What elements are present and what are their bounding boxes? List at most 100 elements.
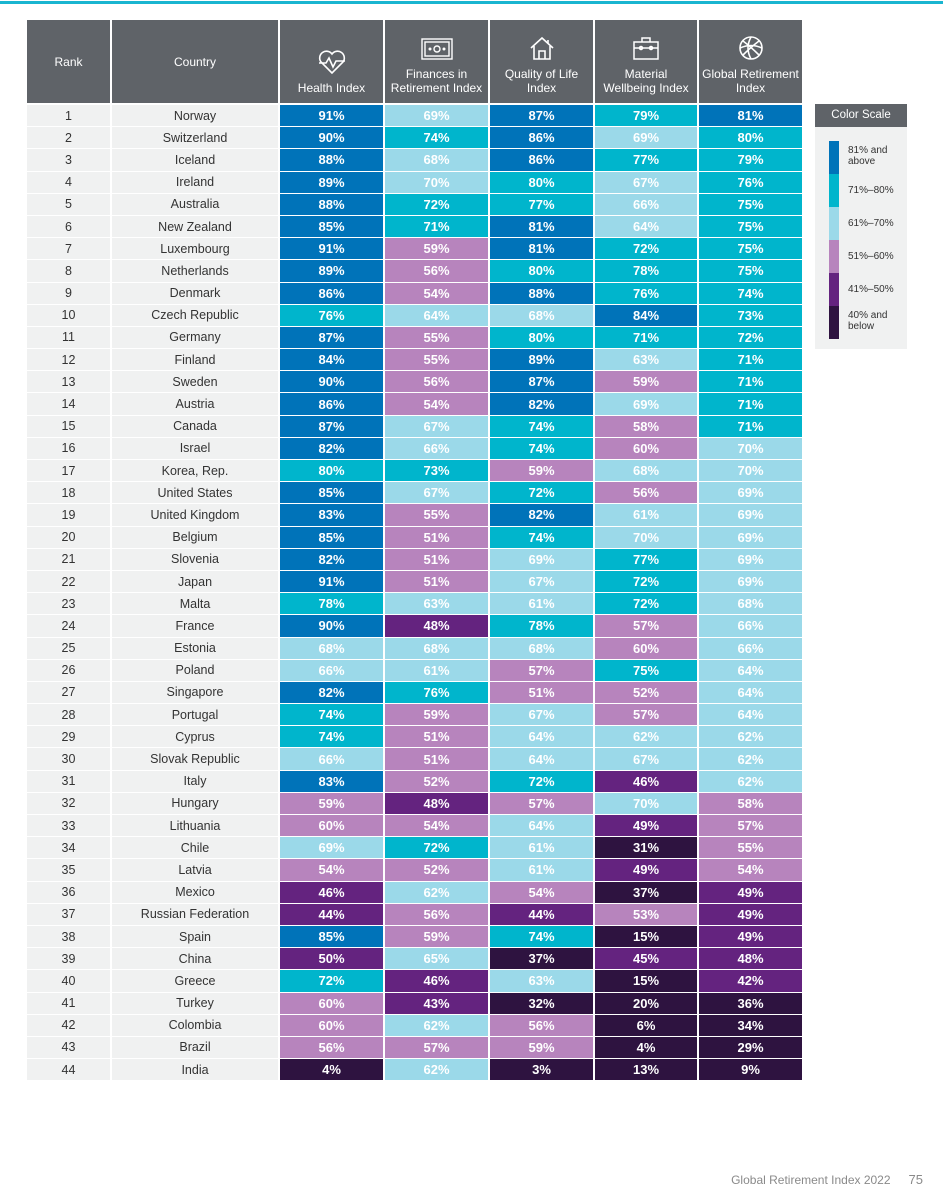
finances-cell: 70%	[383, 170, 490, 194]
global-index-cell: 75%	[697, 237, 804, 261]
finances-cell: 64%	[383, 303, 490, 327]
health-cell: 88%	[278, 148, 385, 172]
country-cell: Brazil	[110, 1035, 280, 1060]
legend-swatch	[829, 174, 839, 207]
country-cell: Cyprus	[110, 725, 280, 749]
table-row: 7 Luxembourg 91% 59% 81% 72% 75%	[25, 237, 804, 261]
country-cell: China	[110, 947, 280, 971]
global-index-cell: 62%	[697, 769, 804, 793]
quality-of-life-cell: 67%	[488, 569, 595, 594]
quality-of-life-cell: 32%	[488, 991, 595, 1015]
global-index-cell: 64%	[697, 680, 804, 705]
table-row: 30 Slovak Republic 66% 51% 64% 67% 62%	[25, 747, 804, 771]
rank-cell: 3	[25, 148, 112, 172]
rank-cell: 1	[25, 103, 112, 128]
legend-item: 61%–70%	[829, 207, 909, 240]
table-row: 23 Malta 78% 63% 61% 72% 68%	[25, 592, 804, 616]
finances-cell: 51%	[383, 569, 490, 594]
country-cell: Netherlands	[110, 259, 280, 283]
rank-cell: 9	[25, 281, 112, 305]
rank-cell: 35	[25, 858, 112, 882]
rank-cell: 17	[25, 458, 112, 483]
rank-cell: 24	[25, 614, 112, 638]
health-cell: 74%	[278, 703, 385, 727]
table-row: 21 Slovenia 82% 51% 69% 77% 69%	[25, 547, 804, 571]
finances-cell: 59%	[383, 924, 490, 949]
legend-item: 71%–80%	[829, 174, 909, 207]
table-row: 25 Estonia 68% 68% 68% 60% 66%	[25, 636, 804, 660]
rank-cell: 6	[25, 214, 112, 239]
legend-swatch	[829, 207, 839, 240]
finances-cell: 66%	[383, 436, 490, 461]
material-wellbeing-cell: 52%	[593, 680, 699, 705]
country-cell: Ireland	[110, 170, 280, 194]
material-wellbeing-cell: 60%	[593, 636, 699, 660]
health-cell: 72%	[278, 969, 385, 993]
footer-title: Global Retirement Index 2022	[731, 1173, 891, 1187]
table-row: 33 Lithuania 60% 54% 64% 49% 57%	[25, 813, 804, 838]
quality-of-life-cell: 69%	[488, 547, 595, 571]
rank-cell: 4	[25, 170, 112, 194]
material-wellbeing-cell: 15%	[593, 969, 699, 993]
quality-of-life-cell: 72%	[488, 481, 595, 505]
table-row: 42 Colombia 60% 62% 56% 6% 34%	[25, 1013, 804, 1037]
legend-title: Color Scale	[815, 104, 907, 127]
rank-cell: 10	[25, 303, 112, 327]
rank-cell: 27	[25, 680, 112, 705]
header-rank: Rank	[25, 20, 112, 105]
finances-cell: 61%	[383, 658, 490, 682]
table-row: 8 Netherlands 89% 56% 80% 78% 75%	[25, 259, 804, 283]
table-row: 35 Latvia 54% 52% 61% 49% 54%	[25, 858, 804, 882]
rank-cell: 42	[25, 1013, 112, 1037]
table-row: 37 Russian Federation 44% 56% 44% 53% 49%	[25, 902, 804, 926]
material-wellbeing-cell: 20%	[593, 991, 699, 1015]
country-cell: Malta	[110, 592, 280, 616]
quality-of-life-cell: 54%	[488, 880, 595, 904]
quality-of-life-cell: 87%	[488, 370, 595, 394]
quality-of-life-cell: 57%	[488, 791, 595, 816]
rank-cell: 43	[25, 1035, 112, 1060]
material-wellbeing-cell: 67%	[593, 747, 699, 771]
legend-item: 41%–50%	[829, 273, 909, 306]
quality-of-life-cell: 68%	[488, 636, 595, 660]
health-cell: 82%	[278, 436, 385, 461]
global-index-cell: 76%	[697, 170, 804, 194]
table-row: 4 Ireland 89% 70% 80% 67% 76%	[25, 170, 804, 194]
table-row: 43 Brazil 56% 57% 59% 4% 29%	[25, 1035, 804, 1060]
country-cell: Singapore	[110, 680, 280, 705]
ranking-table: Rank Country Health Index Finances in Re…	[25, 20, 804, 1082]
health-cell: 86%	[278, 281, 385, 305]
health-cell: 44%	[278, 902, 385, 926]
finances-cell: 54%	[383, 813, 490, 838]
top-rule	[0, 1, 943, 4]
finances-cell: 62%	[383, 880, 490, 904]
finances-cell: 62%	[383, 1013, 490, 1037]
quality-of-life-cell: 82%	[488, 503, 595, 527]
health-cell: 60%	[278, 991, 385, 1015]
finances-cell: 55%	[383, 503, 490, 527]
material-wellbeing-cell: 49%	[593, 813, 699, 838]
rank-cell: 15	[25, 414, 112, 438]
health-cell: 82%	[278, 680, 385, 705]
rank-cell: 44	[25, 1058, 112, 1082]
country-cell: Italy	[110, 769, 280, 793]
finances-cell: 68%	[383, 636, 490, 660]
global-index-cell: 70%	[697, 458, 804, 483]
global-index-cell: 71%	[697, 392, 804, 416]
rank-cell: 33	[25, 813, 112, 838]
health-cell: 46%	[278, 880, 385, 904]
rank-cell: 23	[25, 592, 112, 616]
country-cell: Luxembourg	[110, 237, 280, 261]
country-cell: Hungary	[110, 791, 280, 816]
country-cell: Greece	[110, 969, 280, 993]
material-wellbeing-cell: 71%	[593, 325, 699, 350]
country-cell: Turkey	[110, 991, 280, 1015]
quality-of-life-cell: 44%	[488, 902, 595, 926]
country-cell: Poland	[110, 658, 280, 682]
table-row: 9 Denmark 86% 54% 88% 76% 74%	[25, 281, 804, 305]
finances-cell: 72%	[383, 192, 490, 216]
finances-cell: 71%	[383, 214, 490, 239]
quality-of-life-cell: 74%	[488, 525, 595, 549]
global-index-cell: 71%	[697, 348, 804, 372]
quality-of-life-cell: 56%	[488, 1013, 595, 1037]
